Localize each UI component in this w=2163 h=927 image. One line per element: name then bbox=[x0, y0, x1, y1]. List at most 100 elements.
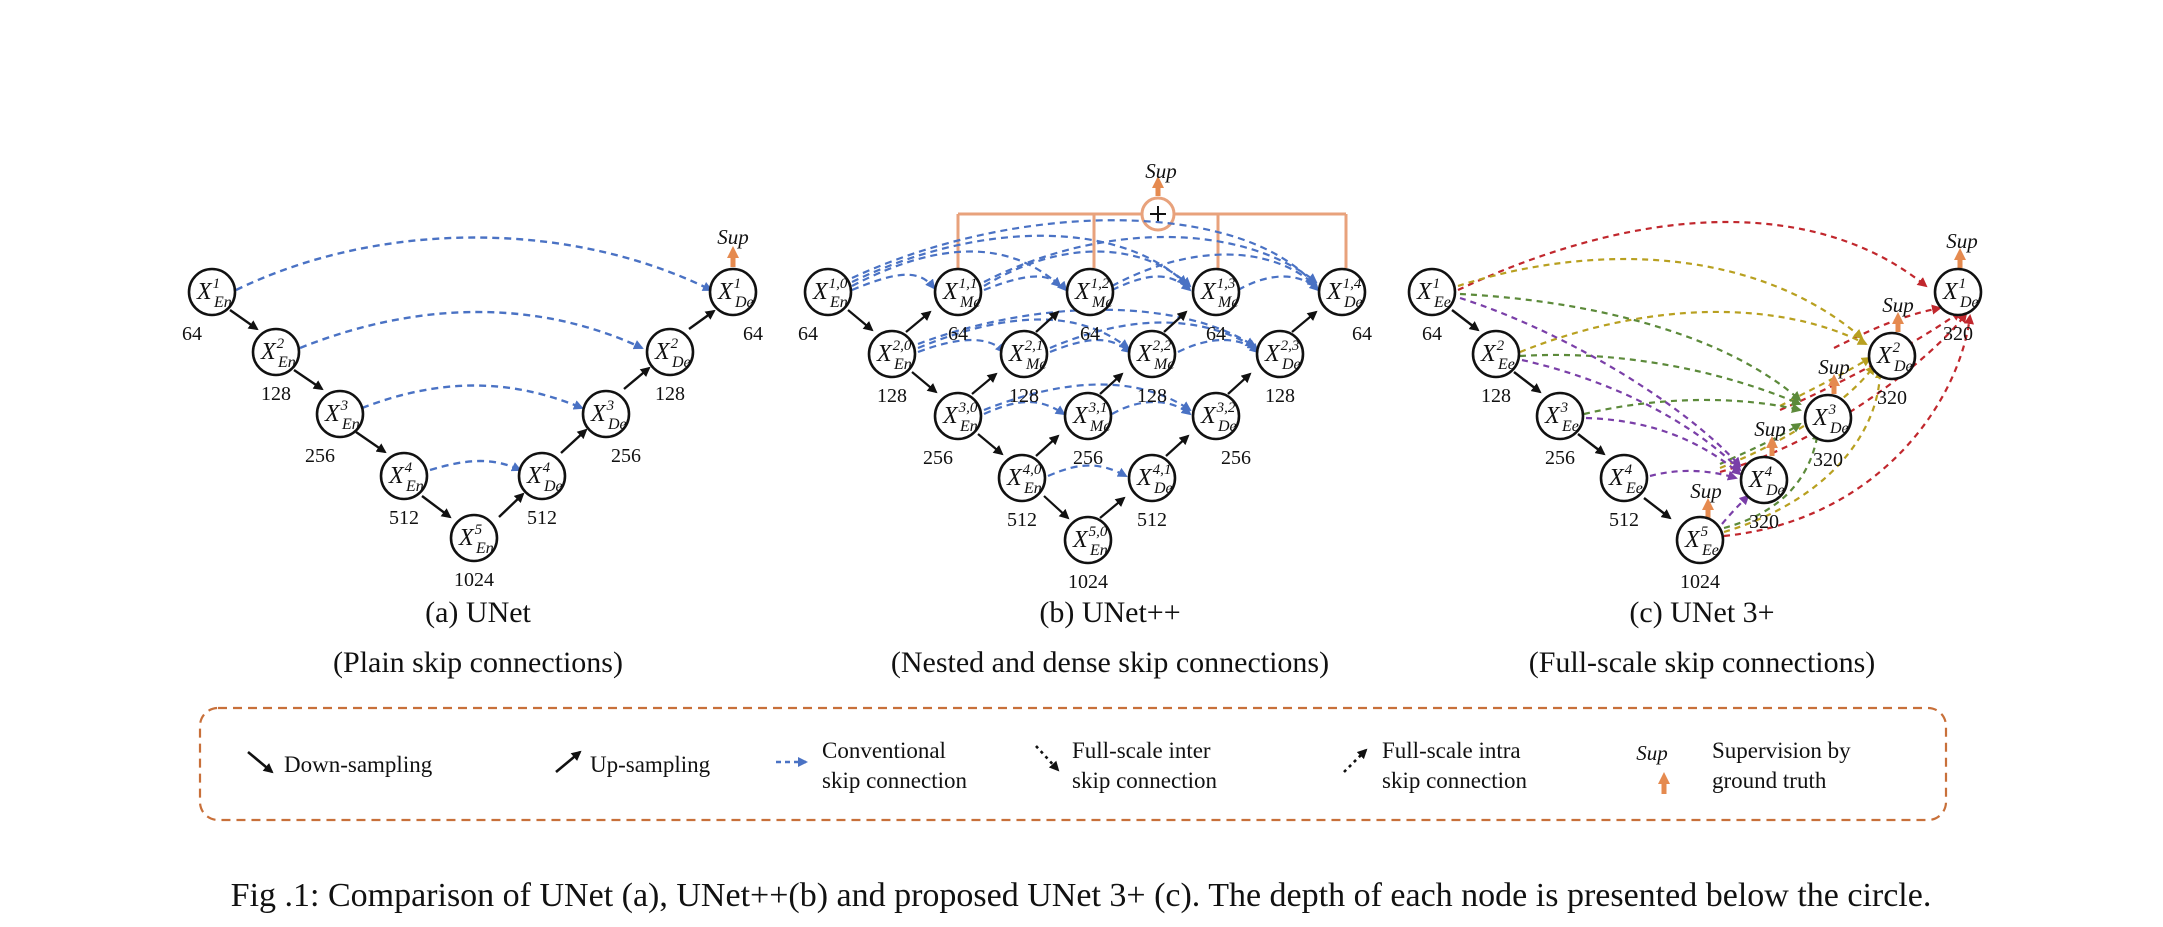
legend-border bbox=[198, 706, 1948, 822]
down-sampling-edge bbox=[421, 495, 452, 519]
node-subscript: De bbox=[1829, 420, 1849, 437]
unet-nodes: X1En64X2En128X3En256X4En512X5En1024X4De5… bbox=[182, 267, 763, 591]
node-label: X4 bbox=[526, 460, 551, 489]
node-11: X2,1Me 128 bbox=[999, 329, 1049, 407]
legend-up-label: Up-sampling bbox=[590, 752, 711, 777]
up-sampling-edge bbox=[498, 492, 525, 518]
node-label: X1,3 bbox=[1200, 276, 1235, 305]
node-circle bbox=[315, 389, 365, 439]
node-subscript: En bbox=[277, 354, 296, 371]
node-depth: 256 bbox=[611, 445, 641, 467]
node-subscript: Ee bbox=[1701, 542, 1719, 559]
sup-label-d2: Sup bbox=[1882, 293, 1914, 317]
node-circle bbox=[1471, 329, 1521, 379]
down-sampling-edge bbox=[355, 431, 387, 454]
node-depth: 128 bbox=[1265, 385, 1295, 407]
node-subscript: De bbox=[734, 294, 754, 311]
panel-titles: (a) UNet (Plain skip connections) (b) UN… bbox=[333, 596, 1875, 679]
legend-conventional-skip: Conventional skip connection bbox=[776, 738, 967, 793]
node-subscript: De bbox=[1153, 480, 1173, 497]
node-label: X1,4 bbox=[1326, 276, 1362, 305]
node-depth: 1024 bbox=[454, 569, 494, 591]
node-circle bbox=[645, 327, 695, 377]
node-depth: 320 bbox=[1813, 449, 1843, 471]
panel-b-subtitle: (Nested and dense skip connections) bbox=[891, 646, 1329, 679]
node-depth: 320 bbox=[1877, 387, 1907, 409]
node-subscript: De bbox=[1765, 482, 1785, 499]
node-circle bbox=[1127, 453, 1177, 503]
sup-label-e5: Sup bbox=[1690, 479, 1722, 503]
node-depth: 256 bbox=[1221, 447, 1251, 469]
node-subscript: De bbox=[607, 416, 627, 433]
unet3p-sup-labels: Sup Sup Sup Sup Sup bbox=[1690, 229, 1978, 503]
sup-label: Sup bbox=[717, 225, 749, 249]
node-label: X3 bbox=[324, 398, 348, 427]
node-circle bbox=[997, 453, 1047, 503]
node-label: X3,0 bbox=[942, 400, 978, 429]
node-label: X1 bbox=[196, 276, 220, 305]
node-label: X3 bbox=[590, 398, 614, 427]
legend-down-sampling: Down-sampling bbox=[247, 751, 433, 777]
node-subscript: En bbox=[893, 356, 912, 373]
node-depth: 128 bbox=[655, 383, 685, 405]
node-label: X3,2 bbox=[1200, 400, 1236, 429]
panel-unet3p: Sup Sup Sup Sup Sup X1Ee64X2Ee128X3Ee256… bbox=[1407, 220, 1983, 593]
down-sampling-edge bbox=[293, 369, 324, 391]
node-subscript: Me bbox=[959, 294, 980, 311]
unetpp-skip-connections bbox=[851, 219, 1320, 478]
node-depth: 256 bbox=[1545, 447, 1575, 469]
node-depth: 512 bbox=[1007, 509, 1037, 531]
node-circle bbox=[1599, 453, 1649, 503]
node-depth: 512 bbox=[1609, 509, 1639, 531]
sup-label-d4: Sup bbox=[1754, 417, 1786, 441]
panel-c-subtitle: (Full-scale skip connections) bbox=[1529, 646, 1876, 679]
inter-skip-icon bbox=[1035, 745, 1060, 772]
node-subscript: En bbox=[341, 416, 360, 433]
node-depth: 1024 bbox=[1068, 571, 1108, 593]
node-label: X1 bbox=[1416, 276, 1440, 305]
node-depth: 64 bbox=[1080, 323, 1100, 345]
node-label: X4 bbox=[1748, 464, 1773, 493]
node-depth: 64 bbox=[948, 323, 968, 345]
unetpp-nodes: X1,0En64X1,1Me64X1,2Me64X1,3Me64X1,4De64… bbox=[798, 267, 1372, 593]
node-depth: 256 bbox=[1073, 447, 1103, 469]
skip-connection bbox=[429, 459, 522, 472]
node-subscript: De bbox=[1217, 418, 1237, 435]
node-30: X4,0En 512 bbox=[997, 453, 1047, 531]
skip-connection bbox=[235, 236, 713, 292]
node-subscript: De bbox=[1959, 294, 1979, 311]
node-circle bbox=[1065, 267, 1115, 317]
node-label: X1,0 bbox=[812, 276, 848, 305]
panel-unet: Sup X1En64X2En128X3En256X4En512X5En1024X… bbox=[182, 225, 763, 591]
node-subscript: En bbox=[475, 540, 494, 557]
node-depth: 64 bbox=[182, 323, 202, 345]
node-circle bbox=[449, 513, 499, 563]
node-depth: 320 bbox=[1943, 323, 1973, 345]
node-label: X4,1 bbox=[1136, 462, 1171, 491]
legend-supervision: Sup Supervision by ground truth bbox=[1636, 738, 1851, 794]
legend-intra-line1: Full-scale intra bbox=[1382, 738, 1521, 763]
up-sampling-icon bbox=[555, 750, 582, 773]
node-depth: 128 bbox=[1137, 385, 1167, 407]
skip-connection bbox=[299, 310, 644, 350]
node-label: X3,1 bbox=[1072, 400, 1107, 429]
node-label: X2 bbox=[260, 336, 285, 365]
node-40: X5,0En 1024 bbox=[1063, 515, 1113, 593]
legend-down-label: Down-sampling bbox=[284, 752, 433, 777]
panel-unetpp: Sup bbox=[798, 159, 1372, 593]
sup-label-d3: Sup bbox=[1818, 355, 1850, 379]
node-circle bbox=[1127, 329, 1177, 379]
node-label: X1 bbox=[1942, 276, 1966, 305]
legend-intra-line2: skip connection bbox=[1382, 768, 1527, 793]
node-01: X1,1Me 64 bbox=[933, 267, 983, 345]
node-circle bbox=[1867, 331, 1917, 381]
